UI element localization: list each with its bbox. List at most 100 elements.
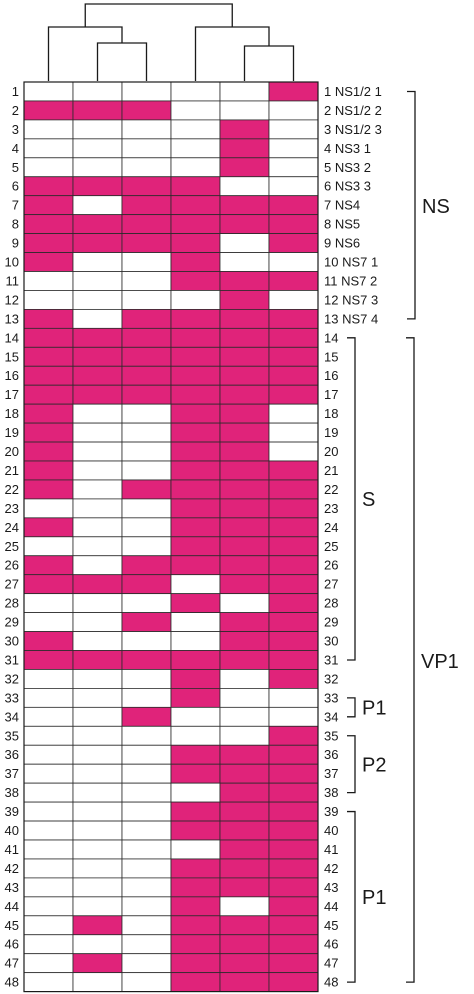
heatmap-cell	[23, 877, 74, 898]
group-bracket	[407, 90, 416, 320]
heatmap-cell	[170, 858, 221, 879]
heatmap-cell	[268, 176, 319, 197]
heatmap-cell	[268, 384, 319, 405]
heatmap-cell	[268, 801, 319, 822]
left-row-label: 36	[5, 747, 19, 762]
heatmap-cell	[170, 763, 221, 784]
heatmap-cell	[268, 157, 319, 178]
heatmap-cell	[219, 460, 270, 481]
heatmap-cell	[268, 972, 319, 993]
left-row-label: 9	[12, 236, 19, 251]
heatmap-cell	[170, 176, 221, 197]
heatmap-cell	[23, 631, 74, 651]
heatmap-cell	[170, 441, 221, 462]
heatmap-cell	[268, 81, 319, 102]
heatmap-cell	[268, 555, 319, 576]
heatmap-cell	[170, 744, 221, 765]
right-row-label: 1 NS1/2 1	[324, 84, 382, 99]
heatmap-cell	[121, 308, 172, 329]
left-row-label: 5	[12, 160, 19, 175]
heatmap-cell	[72, 460, 123, 481]
heatmap-cell	[219, 593, 270, 614]
heatmap-cell	[72, 706, 123, 727]
heatmap-cell	[219, 441, 270, 462]
heatmap-cell	[72, 195, 123, 216]
heatmap-cell	[268, 252, 319, 272]
right-row-label: 10 NS7 1	[324, 255, 378, 270]
group-bracket	[406, 337, 415, 983]
heatmap-cell	[268, 460, 319, 481]
heatmap-cell	[170, 555, 221, 576]
right-row-label: 4 NS3 1	[324, 141, 371, 156]
heatmap-cell	[121, 252, 172, 272]
heatmap-cell	[219, 725, 270, 746]
heatmap-cell	[23, 157, 74, 178]
heatmap-cell	[219, 327, 270, 348]
heatmap-cell	[121, 896, 172, 917]
heatmap-cell	[219, 669, 270, 689]
right-row-label: 6 NS3 3	[324, 179, 371, 194]
heatmap-cell	[170, 157, 221, 178]
heatmap-cell	[268, 650, 319, 670]
right-row-label: 5 NS3 2	[324, 160, 371, 175]
right-row-label: 12 NS7 3	[324, 292, 378, 307]
heatmap-cell	[23, 669, 74, 689]
left-row-label: 10	[5, 255, 19, 270]
heatmap-cell	[219, 308, 270, 329]
right-row-label: 47	[324, 956, 338, 971]
right-row-label: 17	[324, 387, 338, 402]
left-row-label: 28	[5, 596, 19, 611]
left-row-label: 39	[5, 804, 19, 819]
heatmap-cell	[219, 953, 270, 974]
heatmap-cell	[23, 820, 74, 841]
heatmap-cell	[72, 81, 123, 102]
heatmap-cell	[23, 214, 74, 234]
heatmap-cell	[72, 555, 123, 576]
heatmap-cell	[268, 365, 319, 386]
heatmap-cell	[23, 744, 74, 765]
heatmap-cell	[23, 100, 74, 121]
dendrogram-branch	[47, 26, 123, 81]
heatmap-cell	[219, 555, 270, 576]
left-row-label: 14	[5, 330, 19, 345]
heatmap-cell	[170, 498, 221, 519]
heatmap-cell	[23, 195, 74, 216]
left-row-label: 37	[5, 766, 19, 781]
heatmap-cell	[219, 403, 270, 424]
heatmap-cell	[72, 801, 123, 822]
heatmap-cell	[72, 100, 123, 121]
heatmap-cell	[219, 688, 270, 708]
heatmap-cell	[121, 81, 172, 102]
heatmap-cell	[121, 631, 172, 651]
heatmap-cell	[23, 233, 74, 253]
heatmap-cell	[121, 858, 172, 879]
heatmap-cell	[72, 574, 123, 595]
heatmap-cell	[170, 100, 221, 121]
heatmap-cell	[219, 195, 270, 216]
heatmap-cell	[121, 479, 172, 500]
heatmap-cell	[219, 858, 270, 879]
heatmap-cell	[219, 801, 270, 822]
heatmap-cell	[219, 252, 270, 272]
group-label: P1	[362, 887, 386, 909]
heatmap-cell	[268, 479, 319, 500]
heatmap-cell	[219, 877, 270, 898]
heatmap-cell	[23, 119, 74, 140]
heatmap-cell	[219, 536, 270, 557]
left-row-label: 43	[5, 880, 19, 895]
heatmap-cell	[268, 403, 319, 424]
heatmap-cell	[23, 934, 74, 955]
heatmap-cell	[170, 593, 221, 614]
dendrogram	[47, 3, 295, 81]
heatmap-cell	[23, 479, 74, 500]
heatmap-cell	[170, 365, 221, 386]
left-row-label: 21	[5, 463, 19, 478]
heatmap-cell	[268, 688, 319, 708]
group-bracket	[347, 337, 356, 661]
heatmap-cell	[23, 839, 74, 860]
group-label: S	[362, 489, 375, 511]
right-row-label: 2 NS1/2 2	[324, 103, 382, 118]
heatmap-cell	[268, 233, 319, 253]
left-row-label: 25	[5, 539, 19, 554]
